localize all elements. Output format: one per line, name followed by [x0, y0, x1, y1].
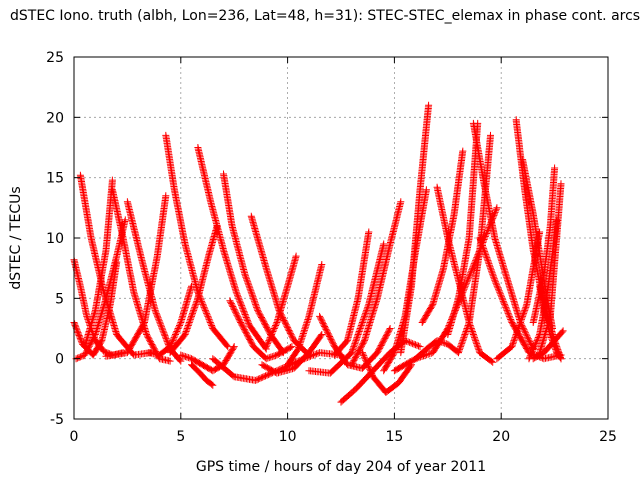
x-tick-label: 15 — [385, 429, 403, 445]
series-arc — [188, 361, 217, 389]
series-arc — [418, 147, 467, 326]
y-tick-label: 10 — [46, 231, 64, 247]
series-points — [418, 147, 467, 326]
chart-title: dSTEC Iono. truth (albh, Lon=236, Lat=48… — [10, 8, 640, 24]
series-points — [358, 349, 415, 396]
series-arc — [226, 297, 296, 363]
x-tick-label: 0 — [70, 429, 79, 445]
series-arc — [493, 228, 544, 363]
y-axis-label: dSTEC / TECUs — [8, 186, 24, 289]
x-tick-label: 5 — [176, 429, 185, 445]
series-arc — [194, 144, 270, 353]
series-points — [162, 131, 232, 351]
data-points — [70, 101, 567, 406]
series-points — [476, 234, 565, 363]
series-points — [145, 282, 195, 359]
x-tick-label: 25 — [599, 429, 617, 445]
y-tick-label: -5 — [50, 412, 64, 428]
series-points — [102, 192, 170, 360]
series-points — [397, 101, 433, 357]
series-points — [529, 164, 559, 326]
series-arc — [258, 331, 326, 377]
series-arc — [102, 192, 170, 360]
y-tick-label: 20 — [46, 110, 64, 126]
series-arc — [529, 164, 559, 326]
series-arc — [162, 131, 232, 351]
series-points — [188, 361, 217, 389]
tick-labels: 0 5 10 15 20 25 -5 0 5 10 15 20 25 — [46, 50, 617, 445]
y-tick-label: 25 — [46, 50, 64, 66]
series-points — [194, 144, 270, 353]
series-points — [529, 327, 567, 363]
series-points — [455, 131, 494, 357]
series-arc — [145, 282, 195, 359]
x-tick-label: 20 — [492, 429, 510, 445]
series-arc — [108, 186, 174, 365]
series-arc — [358, 349, 415, 396]
series-points — [284, 261, 326, 369]
series-points — [305, 240, 388, 377]
series-arc — [305, 240, 388, 377]
series-points — [331, 228, 373, 359]
series-points — [166, 222, 221, 357]
series-arc — [476, 234, 565, 363]
series-points — [226, 297, 296, 363]
series-arc — [262, 252, 300, 351]
y-tick-label: 5 — [55, 291, 64, 307]
x-tick-label: 10 — [279, 429, 297, 445]
y-tick-label: 15 — [46, 171, 64, 187]
x-axis-label: GPS time / hours of day 204 of year 2011 — [196, 459, 486, 475]
series-arc — [455, 131, 494, 357]
series-arc — [397, 101, 433, 357]
axis-ticks — [73, 56, 609, 420]
series-points — [493, 228, 544, 363]
series-arc — [166, 222, 221, 357]
series-arc — [331, 228, 373, 359]
series-arc — [348, 198, 405, 369]
series-arc — [284, 261, 326, 369]
series-points — [108, 186, 174, 365]
series-points — [262, 252, 300, 351]
series-points — [258, 331, 326, 377]
series-points — [348, 198, 405, 369]
y-tick-label: 0 — [55, 352, 64, 368]
series-arc — [529, 327, 567, 363]
